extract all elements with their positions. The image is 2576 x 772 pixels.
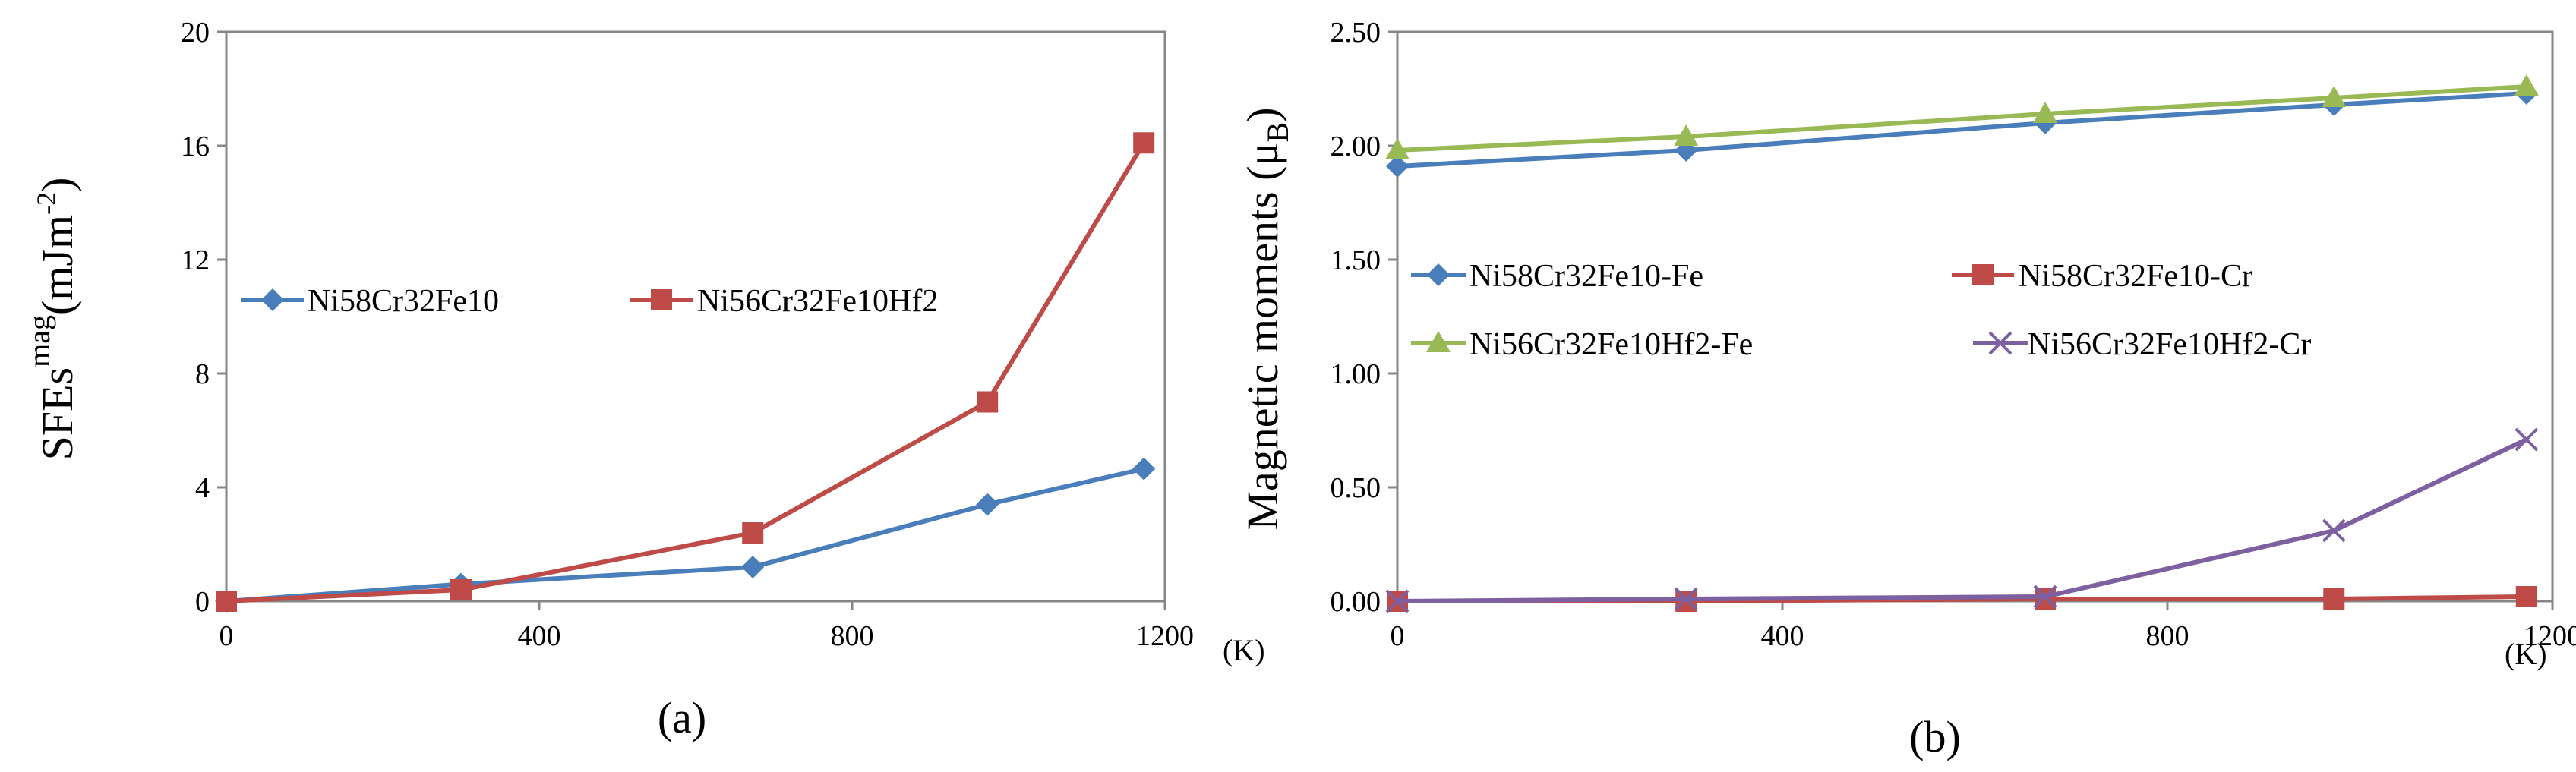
panel-b-y-title-close: )	[1238, 107, 1287, 121]
panel-a-y-tick-label: 20	[181, 17, 210, 49]
panel-b-x-tick-label: 1200	[2524, 620, 2576, 652]
panel-a-series-2	[216, 132, 1155, 612]
legend-diamond-marker-icon	[1427, 263, 1450, 286]
panel-a-series-2-line	[226, 141, 1146, 603]
panel-a-series-2-point	[216, 591, 237, 612]
panel-a-y-tick-label: 4	[195, 472, 210, 504]
panel-a-x-tick-label: 1200	[1136, 620, 1194, 652]
panel-b-legend-label-4: Ni56Cr32Fe10Hf2-Cr	[2028, 327, 2311, 362]
panel-b-series-4-point	[2514, 427, 2539, 452]
panel-b-x-tick-label: 800	[2146, 620, 2189, 652]
panel-b-series-3-point	[2322, 86, 2347, 107]
panel-b-legend: Ni58Cr32Fe10-Fe Ni58Cr32Fe10-Cr Ni56Cr32…	[1411, 259, 2311, 362]
panel-a-caption: (a)	[658, 693, 706, 742]
panel-b-y-tick-label: 0.00	[1331, 586, 1381, 618]
panel-b-series	[1385, 74, 2539, 613]
panel-b-series-4-point	[1385, 589, 1410, 613]
panel-b-x-tick-label: 400	[1761, 620, 1804, 652]
panel-a-series-2-point	[450, 579, 472, 600]
panel-a-y-title-units-super: -2	[31, 192, 62, 215]
panel-b-series-3	[1385, 74, 2539, 159]
panel-a-y-tick-label: 0	[195, 586, 210, 618]
panel-b-series-3-point	[1385, 138, 1410, 159]
panel-a-axes	[217, 30, 1166, 610]
panel-a-x-tick-label: 800	[831, 620, 874, 652]
panel-b-legend-item-1: Ni58Cr32Fe10-Fe	[1411, 259, 1703, 294]
panel-b-series-3-point	[1674, 124, 1699, 146]
panel-b-series-1-point	[1386, 155, 1409, 178]
panel-b-series-1-line	[1397, 91, 2527, 169]
panel-a-series-1-line	[226, 466, 1144, 603]
panel-b-x-tick-label: 0	[1391, 620, 1405, 652]
panel-a-tick-labels: 0 4 8 12 16 20 0 400 800 1200	[181, 17, 1194, 652]
panel-a-series-1-point	[976, 493, 999, 516]
panel-a-legend-label-1: Ni58Cr32Fe10	[308, 284, 499, 319]
panel-b-y-title-sub: B	[1261, 122, 1295, 143]
legend-diamond-marker-icon	[261, 288, 284, 311]
panel-b-y-tick-label: 0.50	[1331, 472, 1381, 504]
panel-a-series-2-point	[742, 522, 764, 544]
panel-a-y-title-super: mag	[22, 315, 56, 367]
panel-b-legend-item-4: Ni56Cr32Fe10Hf2-Cr	[1973, 327, 2311, 362]
panel-a-y-axis-title: SFEsmag(mJm-2)	[22, 178, 82, 461]
panel-b-legend-label-1: Ni58Cr32Fe10-Fe	[1470, 259, 1703, 294]
panel-b-series-4-point	[2322, 518, 2346, 543]
panel-b-series-3-point	[2033, 102, 2058, 123]
panel-a-chart: 0 4 8 12 16 20 0 400 800 1200 (K) (a) SFEsmag(mJm…	[22, 17, 1265, 742]
panel-a-series-1-point	[1132, 457, 1156, 481]
panel-a-x-unit: (K)	[1223, 633, 1265, 667]
panel-b-y-tick-label: 1.00	[1331, 358, 1381, 390]
legend-triangle-marker-icon	[1426, 331, 1451, 352]
panel-a-series-1-point	[741, 556, 765, 578]
panel-a-x-tick-label: 400	[518, 620, 561, 652]
panel-b-series-3-point	[2514, 74, 2539, 96]
legend-x-marker-icon	[1988, 331, 2012, 355]
panel-b-series-4	[1385, 427, 2539, 613]
panel-a-y-tick-label: 12	[181, 244, 210, 276]
panel-a-y-title-close: )	[33, 178, 82, 192]
panel-b-legend-item-2: Ni58Cr32Fe10-Cr	[1952, 259, 2252, 294]
panel-b-series-4-point	[1674, 587, 1698, 611]
panel-b-caption: (b)	[1909, 712, 1961, 761]
panel-a-series	[215, 132, 1156, 613]
panel-b-chart: 0.000.501.001.502.002.500 400 800 1200 (K) …	[1238, 17, 2576, 761]
panel-b-y-tick-label: 2.50	[1331, 17, 1381, 49]
panel-a-legend: Ni58Cr32Fe10 Ni56Cr32Fe10Hf2	[242, 284, 938, 319]
panel-a-series-1	[215, 457, 1156, 613]
panel-b-y-axis-title: Magnetic moments (μB)	[1238, 107, 1295, 530]
panel-b-series-4-line	[1397, 437, 2528, 603]
panel-b-tick-labels: 0.00 0.50 1.00 1.50 2.00 2.50 0 400 800 1200	[1331, 17, 2576, 652]
panel-b-series-2-point	[2515, 586, 2537, 607]
panel-a-y-tick-label: 16	[181, 131, 210, 162]
panel-a-y-tick-label: 8	[195, 358, 210, 390]
panel-b-y-tick-label: 1.50	[1331, 244, 1381, 276]
panel-a-legend-item-1: Ni58Cr32Fe10	[242, 284, 499, 319]
panel-b-x-unit: (K)	[2505, 637, 2547, 671]
panel-a-y-title-units: (mJm	[33, 215, 82, 315]
panel-a-series-2-point	[977, 391, 999, 413]
panel-b-y-title-main: Magnetic moments (μ	[1238, 142, 1287, 530]
panel-a-x-tick-label: 0	[219, 620, 234, 652]
legend-square-marker-icon	[651, 289, 672, 310]
panel-a-series-2-point	[1133, 132, 1155, 154]
panel-b-y-tick-label: 2.00	[1331, 131, 1381, 162]
panel-b-legend-item-3: Ni56Cr32Fe10Hf2-Fe	[1411, 327, 1753, 362]
panel-b-series-2-point	[2323, 588, 2345, 610]
panel-b-series-4-point	[2033, 585, 2057, 609]
panel-a-legend-label-2: Ni56Cr32Fe10Hf2	[697, 284, 938, 319]
panel-a-y-title-main: SFEs	[33, 367, 82, 461]
panel-b-legend-label-2: Ni58Cr32Fe10-Cr	[2019, 259, 2252, 294]
panel-a-legend-item-2: Ni56Cr32Fe10Hf2	[630, 284, 938, 319]
legend-square-marker-icon	[1972, 264, 1994, 285]
panel-b-series-3-line	[1397, 84, 2527, 153]
panel-b-legend-label-3: Ni56Cr32Fe10Hf2-Fe	[1470, 327, 1753, 362]
panel-a-plot-frame	[225, 30, 1166, 603]
